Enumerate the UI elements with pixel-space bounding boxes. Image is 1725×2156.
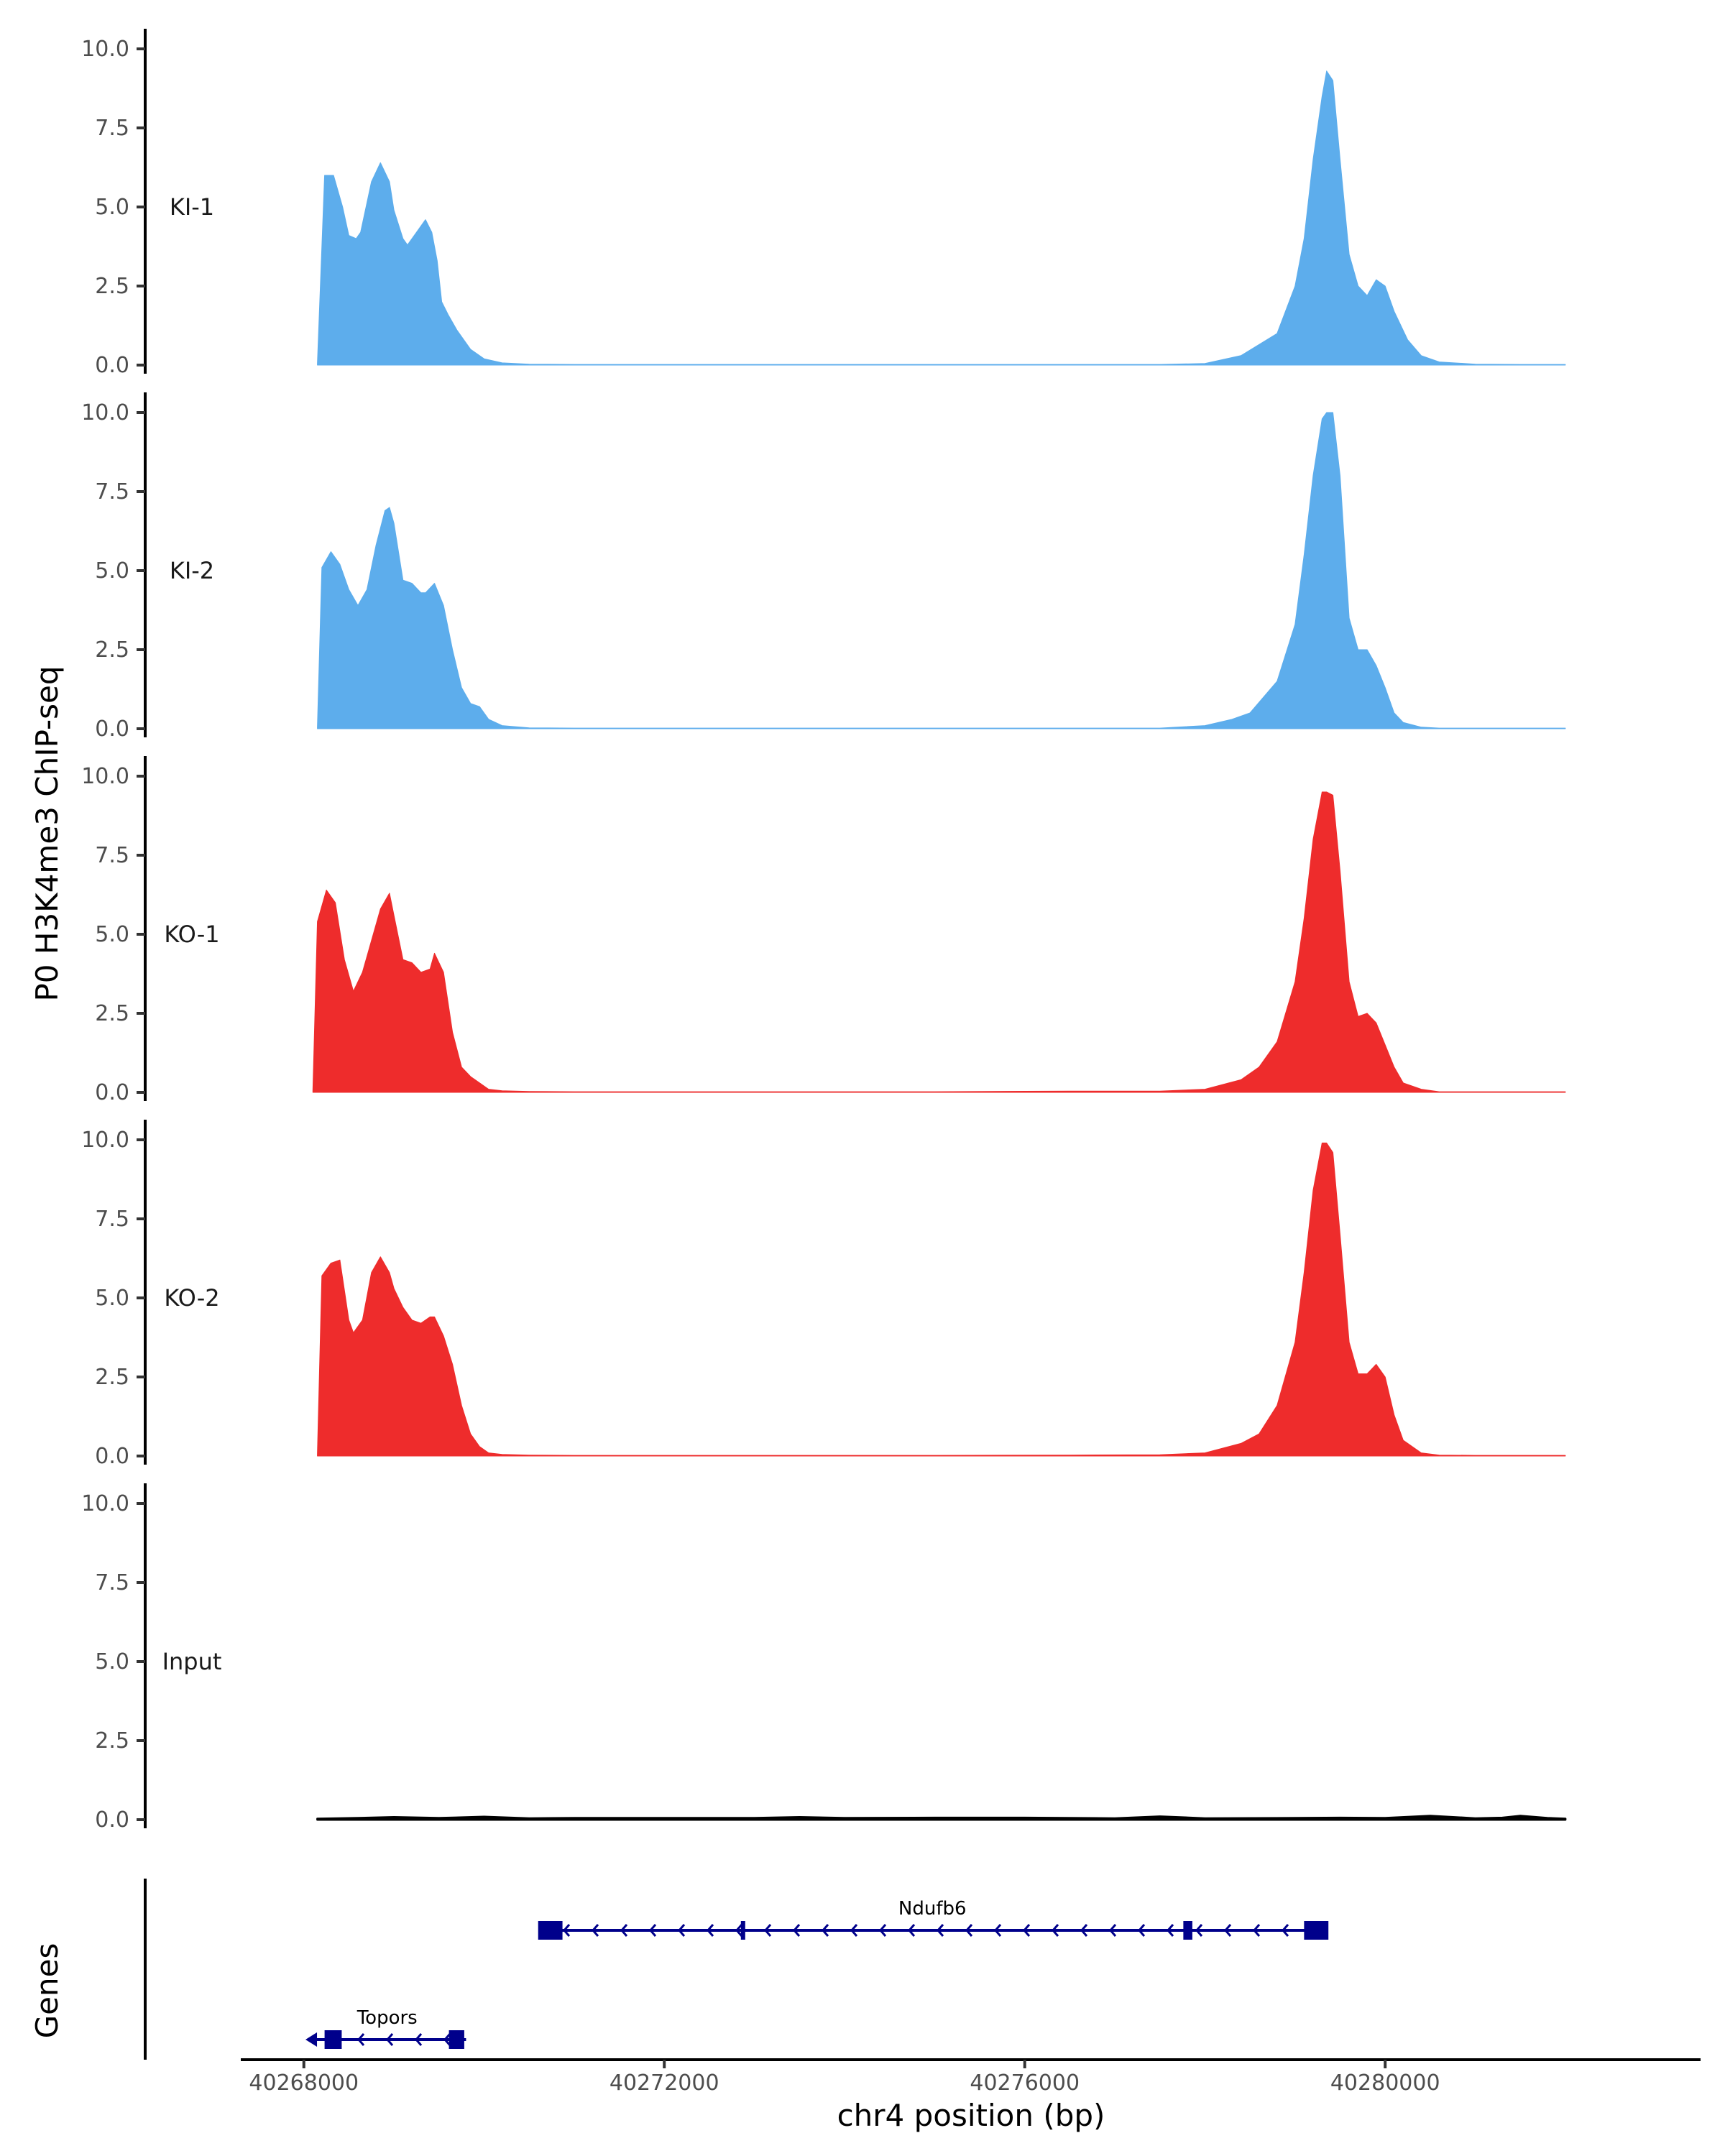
- strand-arrow: [821, 1924, 829, 1937]
- strand-arrow: [735, 1924, 743, 1937]
- track-panel-ko-1: 0.0 2.5 5.0 7.5 10.0 KO-1: [81, 756, 1566, 1105]
- coverage-area-input: [316, 1815, 1567, 1821]
- x-tick-label: 40280000: [1330, 2070, 1440, 2096]
- track-panel-ki-1: 0.0 2.5 5.0 7.5 10.0 KI-1: [81, 29, 1566, 378]
- track-panel-ko-2: 0.0 2.5 5.0 7.5 10.0 KO-2: [81, 1120, 1566, 1469]
- strand-arrow: [878, 1924, 887, 1937]
- strand-arrow: [1281, 1924, 1289, 1937]
- strand-arrow: [706, 1924, 714, 1937]
- y-tick-label: 2.5: [95, 1728, 129, 1754]
- x-axis-title: chr4 position (bp): [837, 2098, 1105, 2133]
- y-tick-label: 7.5: [95, 1570, 129, 1595]
- strand-arrow: [1195, 1924, 1203, 1937]
- exon: [1304, 1921, 1329, 1940]
- strand-arrow: [415, 2033, 423, 2046]
- y-tick-label: 7.5: [95, 116, 129, 141]
- gene-topors: Topors: [305, 2007, 466, 2049]
- track-label: KI-1: [170, 193, 214, 221]
- gene-track: Ndufb6 Topors: [144, 1879, 1329, 2060]
- exon: [1183, 1921, 1192, 1940]
- strand-arrow: [907, 1924, 916, 1937]
- y-tick-label: 7.5: [95, 843, 129, 868]
- track-panel-input: 0.0 2.5 5.0 7.5 10.0 Input: [81, 1483, 1567, 1833]
- coverage-panels: 0.0 2.5 5.0 7.5 10.0 KI-1 0.0 2.5 5.0 7.5 10.0 KI-2…: [81, 29, 1567, 1833]
- coverage-area-ko-1: [312, 791, 1566, 1093]
- y-tick-label: 7.5: [95, 1207, 129, 1232]
- y-tick-label: 5.0: [95, 195, 129, 220]
- y-tick-label: 5.0: [95, 558, 129, 584]
- y-tick-label: 10.0: [81, 37, 129, 62]
- exon: [448, 2030, 464, 2049]
- strand-arrow: [386, 2033, 394, 2046]
- y-tick-label: 2.5: [95, 274, 129, 299]
- track-label: Input: [162, 1648, 222, 1675]
- strand-arrow: [1108, 1924, 1117, 1937]
- track-label: KI-2: [170, 557, 214, 584]
- coverage-area-ki-2: [317, 412, 1566, 729]
- genes-axis-title: Genes: [29, 1943, 65, 2039]
- x-tick-label: 40268000: [249, 2070, 359, 2096]
- track-label: KO-1: [164, 921, 219, 948]
- y-tick-label: 10.0: [81, 1491, 129, 1516]
- strand-arrow: [648, 1924, 657, 1937]
- y-tick-label: 5.0: [95, 922, 129, 947]
- gene-name-label: Ndufb6: [898, 1898, 967, 1920]
- strand-arrow: [936, 1924, 944, 1937]
- strand-arrow: [562, 1924, 571, 1937]
- y-axis-title: P0 H3K4me3 ChIP-seq: [29, 665, 65, 1001]
- y-tick-label: 7.5: [95, 479, 129, 505]
- exon: [324, 2030, 342, 2049]
- coverage-area-ko-2: [317, 1142, 1566, 1457]
- x-tick-label: 40276000: [970, 2070, 1080, 2096]
- y-tick-label: 10.0: [81, 764, 129, 789]
- strand-arrow: [1252, 1924, 1261, 1937]
- strand-arrow: [850, 1924, 858, 1937]
- strand-arrow: [965, 1924, 973, 1937]
- strand-arrow: [591, 1924, 599, 1937]
- y-tick-label: 0.0: [95, 1080, 129, 1105]
- y-tick-label: 2.5: [95, 1365, 129, 1390]
- strand-arrow: [1080, 1924, 1088, 1937]
- strand-arrow: [1166, 1924, 1174, 1937]
- strand-arrow: [792, 1924, 801, 1937]
- strand-arrow: [620, 1924, 628, 1937]
- strand-arrow: [443, 2033, 451, 2046]
- strand-arrow: [1223, 1924, 1232, 1937]
- strand-arrow: [763, 1924, 772, 1937]
- strand-arrow: [357, 2033, 365, 2046]
- coverage-area-ki-1: [317, 70, 1566, 366]
- y-tick-label: 0.0: [95, 353, 129, 378]
- gene-name-label: Topors: [356, 2007, 418, 2029]
- strand-arrow: [677, 1924, 686, 1937]
- strand-arrow: [1022, 1924, 1031, 1937]
- y-tick-label: 10.0: [81, 400, 129, 425]
- y-tick-label: 0.0: [95, 1444, 129, 1469]
- y-tick-label: 2.5: [95, 1001, 129, 1026]
- y-tick-label: 2.5: [95, 637, 129, 663]
- y-tick-label: 10.0: [81, 1128, 129, 1153]
- exon: [740, 1921, 745, 1940]
- y-tick-label: 5.0: [95, 1286, 129, 1311]
- y-tick-label: 5.0: [95, 1649, 129, 1674]
- strand-arrow: [1137, 1924, 1146, 1937]
- exon: [538, 1921, 563, 1940]
- strand-arrow: [993, 1924, 1002, 1937]
- gene-ndufb6: Ndufb6: [538, 1898, 1329, 1940]
- track-panel-ki-2: 0.0 2.5 5.0 7.5 10.0 KI-2: [81, 392, 1566, 742]
- x-axis: 40268000 40272000 40276000 40280000: [241, 2058, 1701, 2096]
- y-tick-label: 0.0: [95, 1807, 129, 1833]
- strand-arrow: [1051, 1924, 1059, 1937]
- track-label: KO-2: [164, 1284, 219, 1312]
- y-tick-label: 0.0: [95, 717, 129, 742]
- x-tick-label: 40272000: [610, 2070, 719, 2096]
- gene-start-arrow: [305, 2032, 318, 2047]
